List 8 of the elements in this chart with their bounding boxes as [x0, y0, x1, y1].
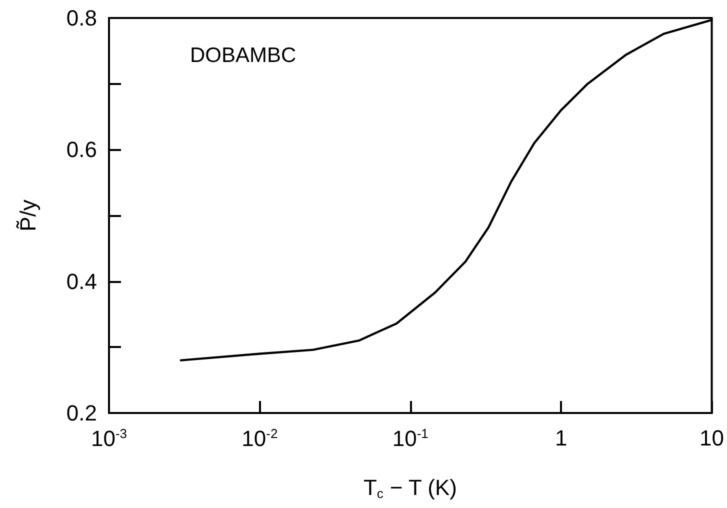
- y-tick-label: 0.8: [66, 6, 97, 30]
- x-tick-label: 1: [554, 426, 568, 450]
- y-axis-title: P̃/y: [16, 200, 40, 232]
- x-tick-label: 10: [700, 426, 724, 450]
- annotation: DOBAMBC: [190, 44, 296, 67]
- y-tick-label: 0.6: [66, 137, 97, 162]
- y-tick-label: 0.2: [66, 400, 97, 426]
- y-tick-label: 0.4: [66, 268, 97, 294]
